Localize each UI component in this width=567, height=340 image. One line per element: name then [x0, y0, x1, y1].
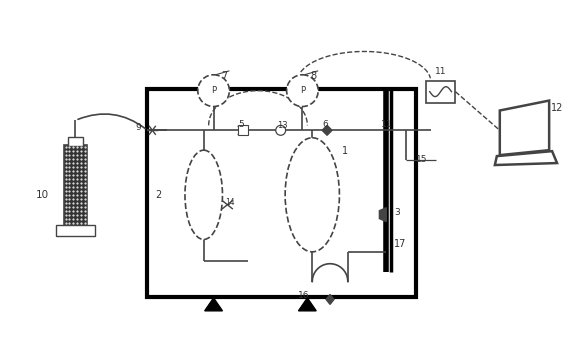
- Text: 15: 15: [416, 155, 428, 164]
- Text: 3: 3: [394, 208, 400, 217]
- Circle shape: [198, 75, 230, 106]
- Text: 11: 11: [382, 120, 393, 130]
- Polygon shape: [379, 208, 386, 222]
- Bar: [238, 125, 248, 135]
- Text: 10: 10: [36, 190, 49, 200]
- Bar: [64, 145, 87, 224]
- Bar: [56, 224, 95, 236]
- Ellipse shape: [285, 138, 340, 252]
- Text: 1: 1: [342, 146, 349, 156]
- Polygon shape: [205, 298, 222, 311]
- Polygon shape: [500, 101, 549, 155]
- Text: 11: 11: [435, 67, 446, 76]
- Polygon shape: [298, 298, 316, 311]
- Text: 7: 7: [222, 71, 228, 81]
- Circle shape: [276, 125, 286, 135]
- Text: 5: 5: [238, 120, 244, 130]
- Polygon shape: [326, 294, 334, 304]
- Text: P: P: [300, 86, 305, 95]
- Text: 13: 13: [277, 121, 287, 131]
- Polygon shape: [495, 151, 557, 165]
- Ellipse shape: [185, 150, 222, 239]
- Text: 9: 9: [136, 123, 141, 132]
- Text: 17: 17: [394, 239, 407, 249]
- Bar: [426, 81, 455, 103]
- Text: 6: 6: [322, 120, 328, 130]
- Text: 16: 16: [298, 291, 309, 301]
- Polygon shape: [322, 125, 332, 135]
- Text: 12: 12: [551, 103, 564, 113]
- Text: 8: 8: [310, 71, 316, 81]
- Text: P: P: [211, 86, 216, 95]
- Text: 2: 2: [155, 190, 162, 200]
- Text: 14: 14: [226, 198, 235, 207]
- Bar: [147, 89, 416, 297]
- Circle shape: [286, 75, 318, 106]
- Bar: [67, 137, 83, 146]
